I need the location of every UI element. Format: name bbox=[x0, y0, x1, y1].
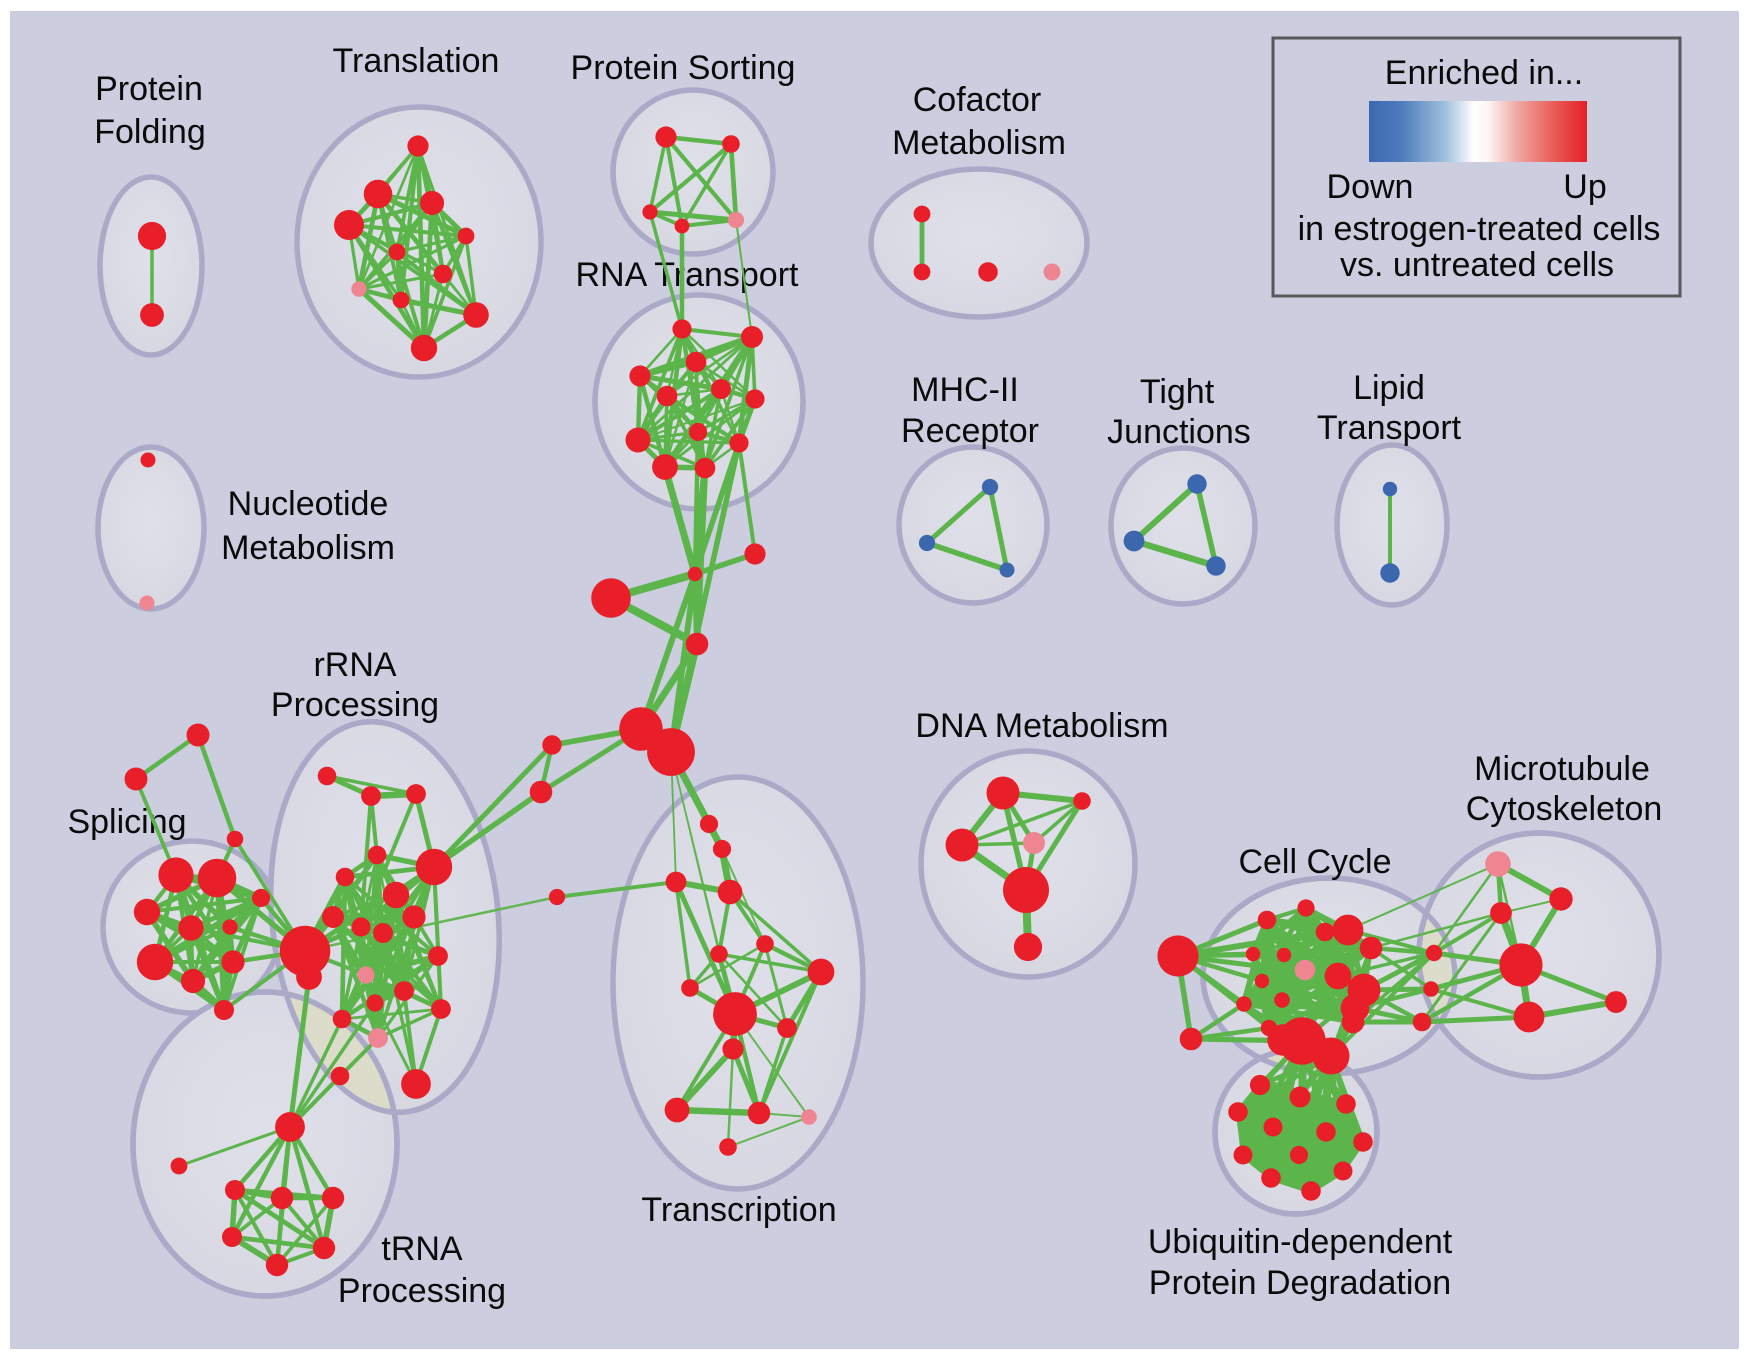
svg-text:Protein: Protein bbox=[95, 70, 203, 108]
svg-text:Protein Degradation: Protein Degradation bbox=[1149, 1264, 1451, 1302]
svg-text:DNA Metabolism: DNA Metabolism bbox=[915, 707, 1168, 745]
svg-text:Transcription: Transcription bbox=[641, 1191, 836, 1229]
svg-text:Splicing: Splicing bbox=[67, 803, 186, 841]
svg-text:Metabolism: Metabolism bbox=[221, 529, 395, 567]
svg-text:Up: Up bbox=[1563, 168, 1606, 206]
svg-text:Cytoskeleton: Cytoskeleton bbox=[1466, 790, 1663, 828]
svg-text:Cell Cycle: Cell Cycle bbox=[1238, 843, 1391, 881]
svg-text:Lipid: Lipid bbox=[1353, 369, 1425, 407]
svg-text:vs. untreated cells: vs. untreated cells bbox=[1340, 246, 1614, 284]
svg-text:in estrogen-treated cells: in estrogen-treated cells bbox=[1298, 210, 1661, 248]
svg-text:Microtubule: Microtubule bbox=[1474, 750, 1650, 788]
svg-text:Junctions: Junctions bbox=[1107, 413, 1251, 451]
svg-text:rRNA: rRNA bbox=[313, 646, 396, 684]
svg-text:Cofactor: Cofactor bbox=[913, 81, 1042, 119]
svg-text:Processing: Processing bbox=[271, 686, 439, 724]
svg-text:Enriched in...: Enriched in... bbox=[1385, 54, 1583, 92]
svg-text:Receptor: Receptor bbox=[901, 412, 1039, 450]
svg-text:Tight: Tight bbox=[1140, 373, 1215, 411]
svg-text:Protein Sorting: Protein Sorting bbox=[571, 49, 796, 87]
svg-text:Nucleotide: Nucleotide bbox=[228, 485, 389, 523]
svg-text:Ubiquitin-dependent: Ubiquitin-dependent bbox=[1148, 1223, 1453, 1261]
svg-text:tRNA: tRNA bbox=[381, 1230, 463, 1268]
svg-text:Down: Down bbox=[1327, 168, 1414, 206]
svg-text:Metabolism: Metabolism bbox=[892, 124, 1066, 162]
svg-text:Processing: Processing bbox=[338, 1272, 506, 1310]
svg-text:MHC-II: MHC-II bbox=[911, 371, 1019, 409]
svg-text:Translation: Translation bbox=[333, 42, 500, 80]
svg-text:RNA Transport: RNA Transport bbox=[576, 256, 800, 294]
svg-text:Folding: Folding bbox=[94, 113, 206, 151]
svg-text:Transport: Transport bbox=[1317, 409, 1462, 447]
